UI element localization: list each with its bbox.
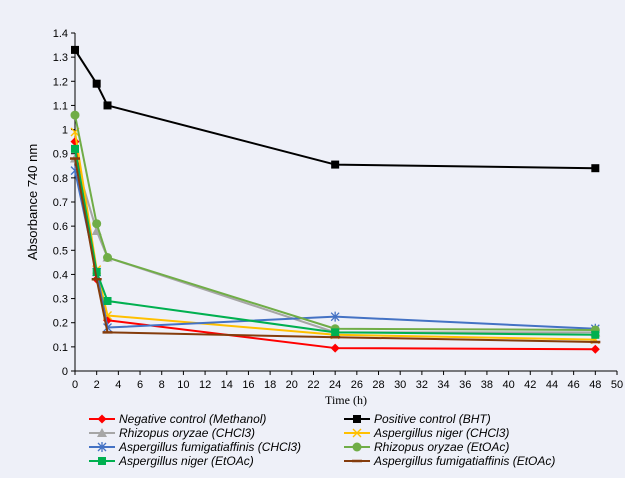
data-point [331,328,340,337]
x-tick-label: 20 [286,379,298,391]
x-tick-label: 16 [242,379,254,391]
data-point [591,164,600,173]
x-tick-label: 40 [502,379,514,391]
y-tick-label: 1.2 [53,76,68,88]
y-tick-label: 1.4 [53,28,68,40]
x-tick-label: 42 [524,379,536,391]
x-tick-label: 30 [394,379,406,391]
legend-swatch-marker [98,457,106,465]
x-tick-label: 10 [177,379,189,391]
data-point [103,253,113,263]
x-tick-label: 24 [329,379,341,391]
legend-item: Rhizopus oryzae (EtOAc) [344,440,509,454]
x-tick-label: 36 [459,379,471,391]
legend-label: Aspergillus niger (EtOAc) [118,454,254,468]
y-tick-label: 1.1 [53,100,68,112]
legend-swatch-marker [352,442,362,452]
data-point [92,268,101,277]
legend-swatch-marker [97,442,107,452]
data-point [103,101,112,110]
y-tick-label: 0 [62,366,68,378]
legend-item: Positive control (BHT) [344,412,491,426]
data-point [70,110,80,120]
y-tick-label: 0.7 [53,197,68,209]
legend: Negative control (Methanol) Positive cont… [89,412,555,468]
y-tick-label: 1.3 [53,52,68,64]
y-tick-label: 0.4 [53,269,68,281]
legend-item: Negative control (Methanol) [89,412,266,426]
data-point [92,79,101,88]
legend-label: Negative control (Methanol) [119,412,266,426]
data-point [590,344,600,354]
legend-label: Aspergillus fumigatiaffinis (EtOAc) [373,454,555,468]
legend-item: Aspergillus fumigatiaffinis (CHCl3) [89,440,301,454]
y-tick-label: 0.2 [53,318,68,330]
x-tick-label: 18 [264,379,276,391]
x-tick-label: 34 [437,379,449,391]
x-axis-label: Time (h) [325,393,367,407]
x-tick-label: 50 [611,379,623,391]
y-tick-label: 0.8 [53,173,68,185]
legend-swatch-marker [97,414,107,424]
data-point [92,219,102,229]
x-tick-label: 48 [589,379,601,391]
legend-label: Aspergillus fumigatiaffinis (CHCl3) [118,440,301,454]
x-tick-label: 28 [372,379,384,391]
legend-swatch-marker [352,428,362,438]
x-tick-label: 44 [546,379,558,391]
legend-item: Aspergillus niger (EtOAc) [89,454,254,468]
data-point [331,160,340,169]
legend-item: Rhizopus oryzae (CHCl3) [89,426,255,440]
y-tick-label: 0.3 [53,294,68,306]
y-axis-label: Absorbance 740 nm [25,144,40,260]
y-tick-label: 0.1 [53,342,68,354]
legend-swatch-marker [353,415,361,423]
x-tick-label: 6 [137,379,143,391]
x-tick-label: 38 [481,379,493,391]
x-tick-label: 8 [159,379,165,391]
y-tick-label: 0.9 [53,149,68,161]
x-tick-label: 2 [94,379,100,391]
y-tick-label: 0.6 [53,221,68,233]
legend-item: Aspergillus niger (CHCl3) [344,426,509,440]
x-tick-label: 0 [72,379,78,391]
legend-label: Positive control (BHT) [374,412,491,426]
data-point [71,45,79,54]
x-tick-label: 4 [115,379,121,391]
y-tick-label: 1 [62,125,68,137]
legend-label: Rhizopus oryzae (CHCl3) [119,426,255,440]
series-layer [70,45,601,354]
y-tick-label: 0.5 [53,245,68,257]
data-point [103,296,112,305]
x-tick-label: 46 [568,379,580,391]
x-tick-label: 12 [199,379,211,391]
x-tick-label: 14 [221,379,233,391]
x-tick-label: 26 [351,379,363,391]
series-2 [71,45,600,173]
data-point [330,311,340,322]
x-tick-label: 22 [307,379,319,391]
series-8 [70,157,601,344]
legend-item: Aspergillus fumigatiaffinis (EtOAc) [344,454,555,468]
data-point [330,343,340,353]
legend-swatch-marker [97,428,107,437]
x-tick-label: 32 [416,379,428,391]
axes: 0 0.1 0.2 0.3 0.4 0.5 0.6 0.7 0.8 0.9 1 1.1 1.2 1.3 1.… [53,28,623,391]
legend-label: Aspergillus niger (CHCl3) [373,426,509,440]
data-point [71,144,79,153]
legend-label: Rhizopus oryzae (EtOAc) [374,440,509,454]
data-point [591,330,600,339]
series-7 [71,144,600,339]
